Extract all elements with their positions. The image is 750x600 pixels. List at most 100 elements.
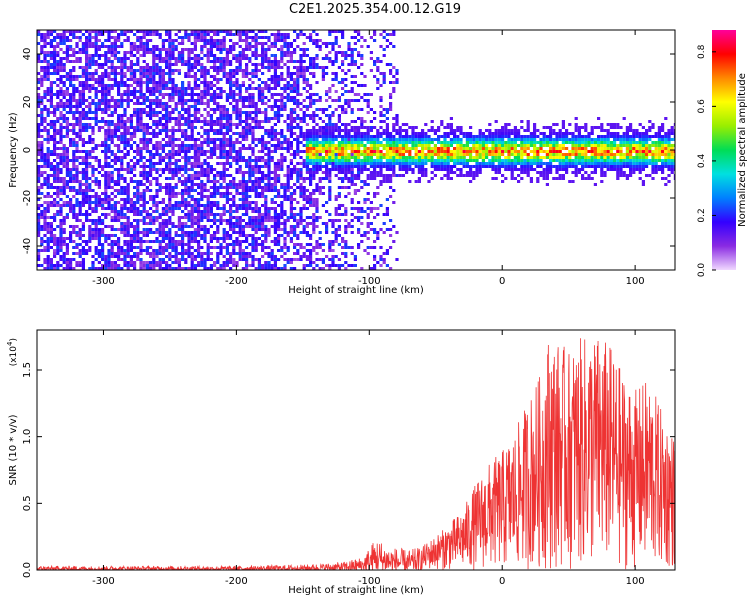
heatmap-cell xyxy=(200,234,204,237)
heatmap-cell xyxy=(206,267,210,270)
heatmap-cell xyxy=(238,111,242,114)
heatmap-cell xyxy=(107,171,111,174)
heatmap-cell xyxy=(238,57,242,60)
heatmap-cell xyxy=(158,60,162,63)
heatmap-cell xyxy=(46,174,50,177)
heatmap-cell xyxy=(254,57,258,60)
heatmap-cell xyxy=(91,255,95,258)
heatmap-cell xyxy=(235,240,239,243)
heatmap-cell xyxy=(248,201,252,204)
heatmap-cell xyxy=(75,123,79,126)
heatmap-cell xyxy=(293,84,297,87)
heatmap-cell xyxy=(62,156,66,159)
heatmap-cell xyxy=(216,207,220,210)
heatmap-cell xyxy=(107,84,111,87)
heatmap-cell xyxy=(49,195,53,198)
heatmap-cell xyxy=(168,120,172,123)
heatmap-cell xyxy=(334,51,338,54)
heatmap-cell xyxy=(299,120,303,123)
heatmap-cell xyxy=(53,63,57,66)
heatmap-cell xyxy=(152,75,156,78)
heatmap-cell xyxy=(273,165,277,168)
heatmap-cell xyxy=(155,135,159,138)
heatmap-cell xyxy=(238,117,242,120)
heatmap-cell xyxy=(78,30,82,33)
heatmap-cell xyxy=(139,180,143,183)
heatmap-cell xyxy=(168,93,172,96)
heatmap-cell xyxy=(75,99,79,102)
heatmap-cell xyxy=(184,102,188,105)
heatmap-cell xyxy=(245,126,249,129)
heatmap-cell xyxy=(78,255,82,258)
heatmap-cell xyxy=(309,150,313,153)
heatmap-cell xyxy=(337,129,341,132)
heatmap-cell xyxy=(229,237,233,240)
heatmap-cell xyxy=(69,225,73,228)
heatmap-cell xyxy=(107,87,111,90)
heatmap-cell xyxy=(270,75,274,78)
heatmap-cell xyxy=(165,117,169,120)
heatmap-cell xyxy=(312,192,316,195)
heatmap-cell xyxy=(120,189,124,192)
heatmap-cell xyxy=(277,237,281,240)
heatmap-cell xyxy=(152,222,156,225)
heatmap-cell xyxy=(97,228,101,231)
heatmap-cell xyxy=(177,69,181,72)
heatmap-cell xyxy=(270,207,274,210)
heatmap-cell xyxy=(197,186,201,189)
heatmap-cell xyxy=(126,138,130,141)
heatmap-cell xyxy=(49,120,53,123)
heatmap-cell xyxy=(161,147,165,150)
heatmap-cell xyxy=(283,258,287,261)
heatmap-cell xyxy=(213,90,217,93)
heatmap-cell xyxy=(254,231,258,234)
heatmap-cell xyxy=(190,204,194,207)
heatmap-cell xyxy=(117,210,121,213)
heatmap-cell xyxy=(241,174,245,177)
heatmap-cell xyxy=(219,111,223,114)
heatmap-cell xyxy=(193,30,197,33)
heatmap-cell xyxy=(286,93,290,96)
heatmap-cell xyxy=(85,165,89,168)
heatmap-cell xyxy=(203,207,207,210)
heatmap-cell xyxy=(142,30,146,33)
heatmap-cell xyxy=(158,261,162,264)
heatmap-cell xyxy=(149,228,153,231)
heatmap-cell xyxy=(78,234,82,237)
heatmap-cell xyxy=(43,78,47,81)
heatmap-cell xyxy=(289,186,293,189)
heatmap-cell xyxy=(270,78,274,81)
heatmap-cell xyxy=(337,219,341,222)
heatmap-cell xyxy=(273,207,277,210)
heatmap-cell xyxy=(133,246,137,249)
heatmap-cell xyxy=(321,120,325,123)
heatmap-cell xyxy=(257,219,261,222)
heatmap-cell xyxy=(43,159,47,162)
heatmap-cell xyxy=(136,45,140,48)
heatmap-cell xyxy=(190,132,194,135)
heatmap-cell xyxy=(88,156,92,159)
heatmap-cell xyxy=(254,165,258,168)
heatmap-cell xyxy=(81,213,85,216)
heatmap-cell xyxy=(248,252,252,255)
heatmap-cell xyxy=(107,249,111,252)
heatmap-cell xyxy=(299,207,303,210)
heatmap-cell xyxy=(261,99,265,102)
heatmap-cell xyxy=(235,72,239,75)
heatmap-cell xyxy=(78,231,82,234)
heatmap-cell xyxy=(110,207,114,210)
heatmap-cell xyxy=(235,150,239,153)
heatmap-cell xyxy=(264,210,268,213)
heatmap-cell xyxy=(241,183,245,186)
heatmap-cell xyxy=(273,222,277,225)
heatmap-cell xyxy=(97,57,101,60)
heatmap-cell xyxy=(104,171,108,174)
heatmap-cell xyxy=(43,69,47,72)
heatmap-cell xyxy=(110,123,114,126)
heatmap-cell xyxy=(59,204,63,207)
heatmap-cell xyxy=(337,141,341,144)
heatmap-cell xyxy=(88,123,92,126)
heatmap-cell xyxy=(171,117,175,120)
heatmap-cell xyxy=(117,252,121,255)
heatmap-cell xyxy=(305,243,309,246)
